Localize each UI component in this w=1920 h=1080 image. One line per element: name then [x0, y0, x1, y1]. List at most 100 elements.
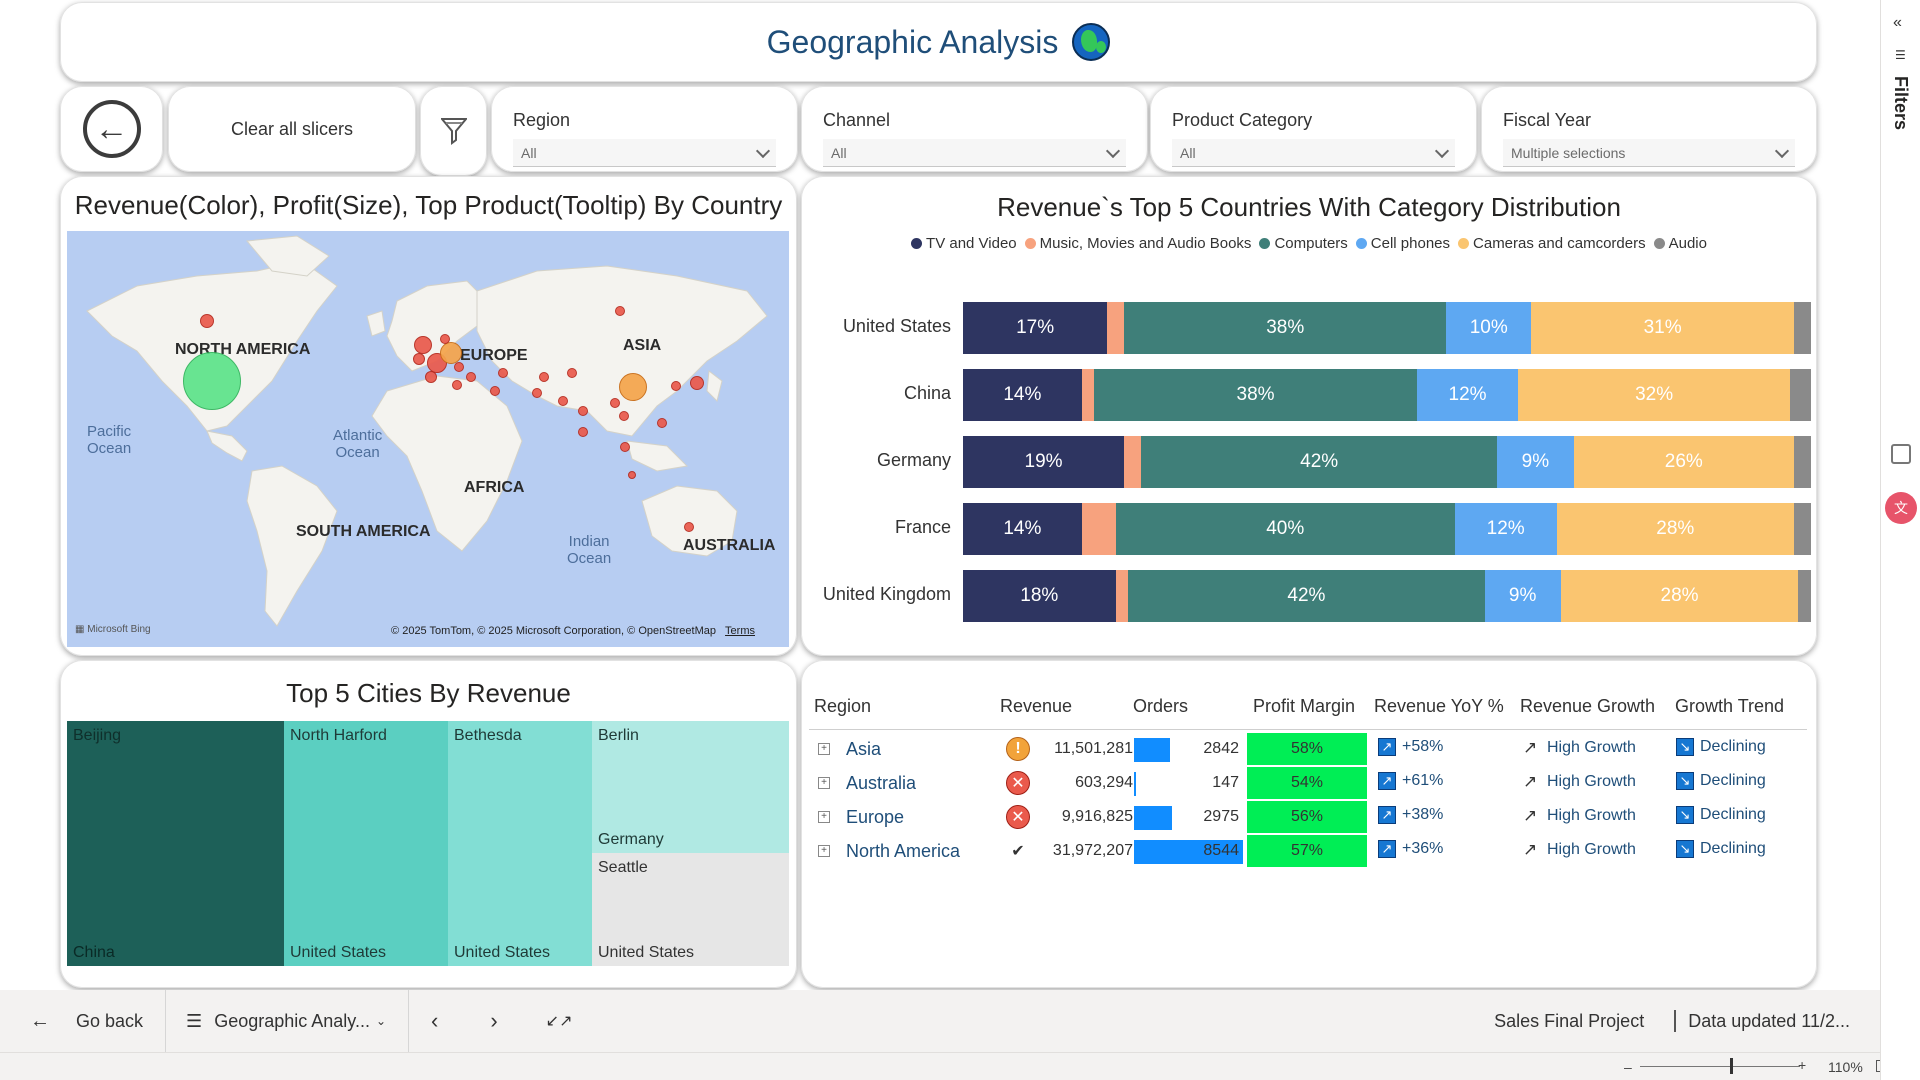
expand-icon[interactable]: +: [818, 845, 830, 857]
legend-item[interactable]: Audio: [1653, 235, 1707, 252]
bar-segment[interactable]: 42%: [1128, 570, 1485, 622]
bar-segment[interactable]: 42%: [1141, 436, 1498, 488]
table-row[interactable]: + North America ✔ 31,972,207 8544 57% ↗ +…: [809, 834, 1807, 868]
country-bubble[interactable]: [539, 372, 549, 382]
table-row[interactable]: + Europe ✕ 9,916,825 2975 56% ↗ +38% ↗ Hig…: [809, 800, 1807, 834]
treemap-tile-seattle[interactable]: Seattle United States: [592, 853, 789, 966]
expand-icon[interactable]: +: [818, 743, 830, 755]
country-bubble[interactable]: [440, 342, 462, 364]
country-bubble[interactable]: [671, 381, 681, 391]
col-header-profit-margin[interactable]: Profit Margin: [1253, 696, 1356, 716]
country-bubble[interactable]: [610, 398, 620, 408]
bar-segment[interactable]: 10%: [1446, 302, 1532, 354]
zoom-in-button[interactable]: +: [1798, 1057, 1807, 1073]
country-bubble[interactable]: [414, 336, 432, 354]
bar-segment[interactable]: 32%: [1518, 369, 1790, 421]
col-header-growth-trend[interactable]: Growth Trend: [1675, 696, 1785, 716]
country-bubble[interactable]: [567, 368, 577, 378]
bar-segment[interactable]: 19%: [963, 436, 1125, 488]
table-row[interactable]: + Australia ✕ 603,294 147 54% ↗ +61% ↗ Hig…: [809, 766, 1807, 800]
country-bubble[interactable]: [532, 388, 542, 398]
country-bubble[interactable]: [628, 471, 636, 479]
filters-label[interactable]: Filters: [1891, 76, 1911, 131]
bar-segment[interactable]: [1107, 302, 1125, 354]
terms-link[interactable]: Terms: [725, 625, 755, 637]
zoom-slider[interactable]: [1640, 1066, 1800, 1067]
country-bubble[interactable]: [690, 376, 704, 390]
back-button[interactable]: ←: [60, 86, 163, 172]
zoom-level[interactable]: 110%: [1828, 1059, 1863, 1075]
bar-segment[interactable]: [1081, 369, 1095, 421]
product-category-dropdown[interactable]: All: [1172, 139, 1455, 167]
bar-segment[interactable]: 40%: [1115, 503, 1455, 555]
bar-segment[interactable]: [1794, 503, 1811, 555]
treemap-tile-beijing[interactable]: Beijing China: [67, 721, 284, 966]
country-bubble[interactable]: [498, 368, 508, 378]
country-bubble[interactable]: [452, 380, 462, 390]
bar-segment[interactable]: [1115, 570, 1129, 622]
filters-pane[interactable]: « ☰ Filters 文: [1880, 0, 1920, 1080]
channel-slicer[interactable]: Channel All: [801, 86, 1148, 172]
bar-chart-visual[interactable]: Revenue`s Top 5 Countries With Category …: [801, 176, 1817, 656]
expand-icon[interactable]: +: [818, 777, 830, 789]
treemap-tile-north-harford[interactable]: North Harford United States: [284, 721, 448, 966]
country-bubble[interactable]: [440, 334, 450, 344]
country-bubble[interactable]: [615, 306, 625, 316]
expand-icon[interactable]: +: [818, 811, 830, 823]
legend-item[interactable]: Music, Movies and Audio Books: [1024, 235, 1251, 252]
bar-segment[interactable]: 12%: [1416, 369, 1519, 421]
fiscal-year-dropdown[interactable]: Multiple selections: [1503, 139, 1795, 167]
channel-dropdown[interactable]: All: [823, 139, 1126, 167]
bar-segment[interactable]: 26%: [1573, 436, 1794, 488]
country-bubble[interactable]: [425, 371, 437, 383]
zoom-out-button[interactable]: –: [1624, 1059, 1632, 1075]
bar-segment[interactable]: 17%: [963, 302, 1108, 354]
bar-segment[interactable]: 14%: [963, 369, 1082, 421]
next-page-button[interactable]: ›: [490, 1008, 497, 1034]
bar-segment[interactable]: 9%: [1484, 570, 1561, 622]
col-header-orders[interactable]: Orders: [1133, 696, 1189, 716]
country-bubble[interactable]: [657, 418, 667, 428]
bar-segment[interactable]: [1794, 302, 1811, 354]
fiscal-year-slicer[interactable]: Fiscal Year Multiple selections: [1481, 86, 1817, 172]
bar-segment[interactable]: [1798, 570, 1811, 622]
bar-segment[interactable]: [1789, 369, 1811, 421]
region-dropdown[interactable]: All: [513, 139, 776, 167]
translate-icon[interactable]: 文: [1885, 492, 1917, 524]
country-bubble[interactable]: [684, 522, 694, 532]
legend-item[interactable]: Cell phones: [1355, 235, 1450, 252]
bar-segment[interactable]: 38%: [1094, 369, 1417, 421]
bar-segment[interactable]: 31%: [1531, 302, 1795, 354]
bar-segment[interactable]: 12%: [1454, 503, 1557, 555]
col-header-region[interactable]: Region: [814, 696, 872, 716]
go-back-button[interactable]: ← Go back: [30, 1010, 143, 1033]
country-bubble[interactable]: [619, 411, 629, 421]
country-bubble[interactable]: [183, 352, 241, 410]
page-selector[interactable]: ☰ Geographic Analy... ⌄: [186, 1011, 386, 1032]
region-slicer[interactable]: Region All: [491, 86, 798, 172]
country-bubble[interactable]: [490, 386, 500, 396]
country-bubble[interactable]: [466, 372, 476, 382]
bar-segment[interactable]: 9%: [1497, 436, 1574, 488]
zoom-slider-thumb[interactable]: [1730, 1058, 1733, 1074]
bar-segment[interactable]: [1081, 503, 1116, 555]
bar-segment[interactable]: 14%: [963, 503, 1082, 555]
country-bubble[interactable]: [578, 427, 588, 437]
matrix-visual[interactable]: Region Revenue Orders Profit Margin Reve…: [801, 660, 1817, 988]
collapse-pane-icon[interactable]: «: [1893, 14, 1902, 31]
country-bubble[interactable]: [619, 373, 647, 401]
col-header-revenue[interactable]: Revenue: [1000, 696, 1073, 716]
bar-segment[interactable]: [1794, 436, 1811, 488]
bar-segment[interactable]: 28%: [1560, 570, 1799, 622]
table-row[interactable]: + Asia ! 11,501,281 2842 58% ↗ +58% ↗ High…: [809, 732, 1807, 766]
map-visual[interactable]: Revenue(Color), Profit(Size), Top Produc…: [60, 176, 797, 656]
country-bubble[interactable]: [558, 396, 568, 406]
map-canvas[interactable]: NORTH AMERICA EUROPE ASIA AFRICA SOUTH A…: [67, 231, 789, 647]
legend-item[interactable]: TV and Video: [911, 235, 1017, 252]
col-header-revenue-yoy[interactable]: Revenue YoY %: [1374, 696, 1504, 716]
country-bubble[interactable]: [413, 353, 425, 365]
col-header-revenue-growth[interactable]: Revenue Growth: [1520, 696, 1656, 716]
product-category-slicer[interactable]: Product Category All: [1150, 86, 1477, 172]
country-bubble[interactable]: [200, 314, 214, 328]
previous-page-button[interactable]: ‹: [431, 1008, 438, 1034]
